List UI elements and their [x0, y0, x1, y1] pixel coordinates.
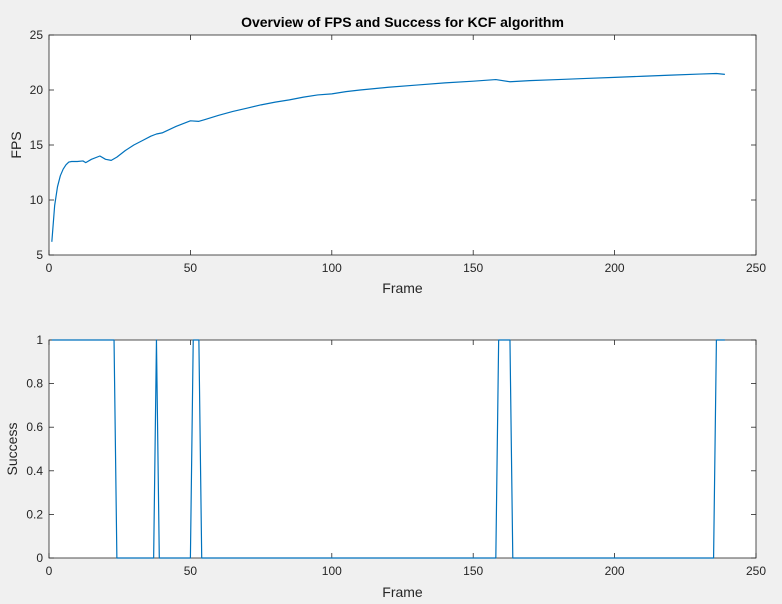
fps-x-tick-label: 200 [605, 261, 625, 275]
success-x-tick-label: 150 [463, 564, 483, 578]
fps-x-tick-label: 100 [322, 261, 342, 275]
fps-x-tick-label: 50 [184, 261, 198, 275]
fps-x-tick-label: 250 [746, 261, 766, 275]
fps-y-axis-label: FPS [8, 131, 24, 158]
success-x-axis-label: Frame [382, 584, 423, 600]
fps-y-tick-label: 25 [30, 28, 44, 42]
success-x-tick-label: 100 [322, 564, 342, 578]
success-y-ticks: 0 0.2 0.4 0.6 0.8 1 [26, 333, 756, 565]
success-y-axis-label: Success [4, 423, 20, 476]
fps-x-ticks: 0 50 100 150 200 250 [46, 35, 766, 275]
success-x-ticks: 0 50 100 150 200 250 [46, 340, 766, 578]
fps-axes-frame [48, 34, 757, 256]
success-y-tick-label: 1 [36, 333, 43, 347]
fps-series [51, 72, 725, 242]
success-axes-frame [48, 339, 757, 559]
fps-y-ticks: 5 10 15 20 25 [30, 28, 756, 262]
success-x-tick-label: 0 [46, 564, 53, 578]
fps-y-tick-label: 15 [30, 138, 44, 152]
fps-y-tick-label: 5 [36, 248, 43, 262]
success-y-tick-label: 0.6 [26, 420, 43, 434]
success-x-tick-label: 200 [605, 564, 625, 578]
success-series-line [51, 339, 725, 559]
fps-x-tick-label: 0 [46, 261, 53, 275]
fps-series-line [51, 72, 725, 242]
success-chart: 0 50 100 150 200 250 0 0.2 0.4 0.6 0.8 1 Frame Suc… [4, 333, 766, 600]
fps-x-axis-label: Frame [382, 280, 423, 296]
fps-y-tick-label: 10 [30, 193, 44, 207]
fps-chart: Overview of FPS and Success for KCF algo… [8, 14, 766, 296]
success-x-tick-label: 250 [746, 564, 766, 578]
success-y-tick-label: 0.2 [26, 507, 43, 521]
success-series [51, 339, 725, 559]
fps-x-tick-label: 150 [463, 261, 483, 275]
fps-chart-title: Overview of FPS and Success for KCF algo… [241, 14, 564, 30]
success-x-tick-label: 50 [184, 564, 198, 578]
success-y-tick-label: 0 [36, 551, 43, 565]
fps-y-tick-label: 20 [30, 83, 44, 97]
success-y-tick-label: 0.4 [26, 464, 43, 478]
success-y-tick-label: 0.8 [26, 377, 43, 391]
